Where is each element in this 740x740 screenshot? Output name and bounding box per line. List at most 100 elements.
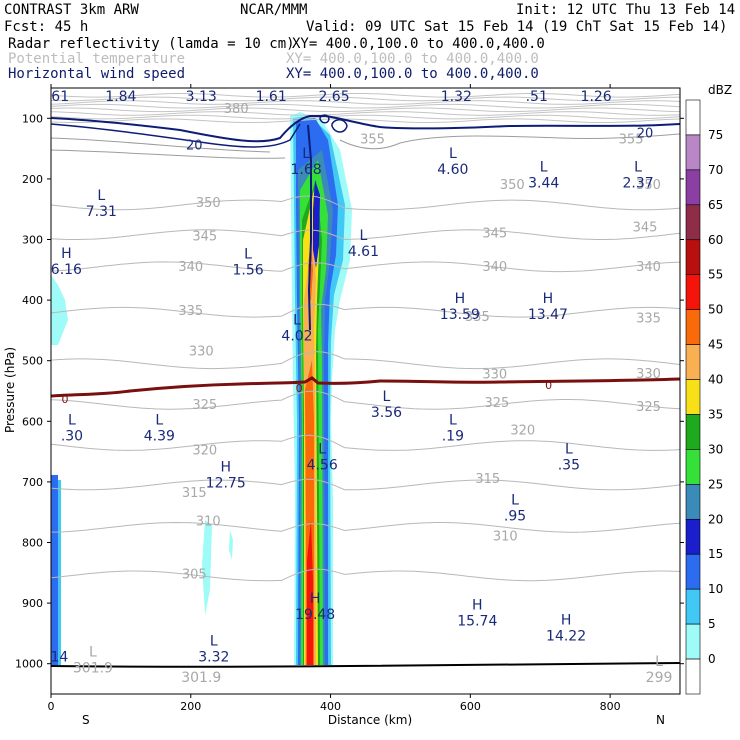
theta-contour-label: 320 — [510, 423, 535, 438]
wind-extremum-mark: L — [540, 160, 548, 176]
colorbar-level-label: 5 — [708, 617, 716, 631]
wind-contour-label: 0 — [545, 379, 552, 392]
theta-contour-label: 310 — [196, 514, 221, 529]
plot-area: 380 355 355 350 350 350 345 345 345 340 340 340 335 3… — [51, 73, 680, 686]
left-edge-echo-cyan — [51, 275, 68, 345]
wind-extremum-mark: L — [511, 492, 519, 508]
y-tick-label: 100 — [22, 112, 43, 125]
wind-extremum-mark: L — [97, 188, 105, 204]
wind-contour-label: 0 — [61, 393, 68, 406]
wind-extremum-value: 14.22 — [546, 628, 586, 644]
field-2-xy: XY= 400.0,100.0 to 400.0,400.0 — [286, 51, 539, 67]
field-1-name: Radar reflectivity (lamda = 10 cm) — [8, 36, 295, 52]
wind-extremum-mark: H — [61, 246, 72, 262]
colorbar-swatch — [685, 239, 701, 276]
potential-temperature-contours — [51, 93, 680, 582]
theta-contour-line — [51, 303, 680, 318]
wind-extremum-value: 1.61 — [256, 89, 287, 105]
theta-contour-label: 305 — [182, 568, 207, 583]
theta-contour-label: 335 — [465, 310, 490, 325]
colorbar-swatch — [685, 623, 701, 660]
theta-contour-line — [51, 195, 680, 211]
theta-contour-line-upper — [51, 118, 680, 123]
wind-extremum-value: 7.31 — [86, 204, 117, 220]
wind-extremum-mark: H — [220, 460, 231, 476]
theta-contour-label: 335 — [636, 311, 661, 326]
wind-extremum-value: 15.74 — [457, 613, 497, 629]
theta-contour-label: 325 — [192, 398, 217, 413]
wind-extremum-mark: L — [210, 634, 218, 650]
theta-contour-label: 310 — [493, 529, 518, 544]
wind-extremum-value: 1.68 — [291, 162, 322, 178]
colorbar-swatch — [685, 658, 701, 695]
colorbar-swatch — [685, 204, 701, 241]
theta-contour-label: 320 — [192, 443, 217, 458]
wind-extremum-value: 13.59 — [440, 307, 480, 323]
theta-contour-label: 350 — [500, 178, 525, 193]
wind-extremum-value: 1.32 — [441, 89, 472, 105]
theta-contour-labels: 380 355 355 350 350 350 345 345 345 340 340 340 335 3… — [73, 102, 673, 686]
theta-contour-line-upper — [51, 103, 680, 109]
wind-extremum-mark: L — [449, 412, 457, 428]
wind-extremum-mark: L — [533, 73, 541, 89]
wind-extremum-value: 1.56 — [233, 262, 264, 278]
colorbar-level-label: 40 — [708, 373, 723, 387]
wind-extremum-value: .19 — [442, 428, 464, 444]
theta-contour-line — [51, 478, 680, 491]
theta-contour-label: 355 — [360, 133, 385, 148]
wind-extremum-value: 2.37 — [622, 176, 653, 192]
y-tick-label: 600 — [22, 415, 43, 428]
wind-extremum-value: .95 — [504, 508, 526, 524]
theta-contour-label: 340 — [178, 260, 203, 275]
theta-extremum-value: 301.9 — [73, 661, 113, 677]
x-axis-south-label: S — [82, 713, 90, 727]
theta-contour-line — [51, 351, 680, 370]
colorbar-level-label: 25 — [708, 477, 723, 491]
wind-20-contour-lower — [51, 123, 301, 148]
column-core-navy — [313, 180, 320, 268]
wind-extremum-mark: L — [197, 73, 205, 89]
theta-contour-label: 315 — [475, 472, 500, 487]
wind-extremum-mark: L — [449, 146, 457, 162]
wind-extremum-mark: L — [54, 73, 62, 89]
wind-contour-gray-2 — [51, 149, 286, 159]
colorbar-swatch — [685, 309, 701, 345]
theta-contour-label: 330 — [482, 368, 507, 383]
theta-contour-line — [51, 390, 680, 410]
plot-frame — [50, 87, 681, 695]
theta-contour-label: 350 — [636, 178, 661, 193]
theta-contour-label: 330 — [636, 367, 661, 382]
colorbar-swatch — [685, 553, 701, 590]
small-echo-1 — [202, 520, 212, 615]
theta-contour-line-upper — [51, 111, 680, 116]
theta-contour-label: 355 — [619, 133, 644, 148]
x-tick-label: 600 — [460, 700, 481, 713]
y-tick-label: 400 — [22, 294, 43, 307]
wind-extremum-mark: L — [565, 442, 573, 458]
wind-extremum-mark: L — [634, 160, 642, 176]
x-tick-label: 800 — [600, 700, 621, 713]
valid-time: Valid: 09 UTC Sat 15 Feb 14 (19 ChT Sat … — [306, 19, 727, 35]
wind-extremum-mark: H — [543, 291, 554, 307]
wind-contour-label: 20 — [186, 139, 203, 154]
wind-extremum-mark: L — [452, 73, 460, 89]
institution: NCAR/MMM — [240, 2, 307, 18]
theta-contour-line-upper — [51, 96, 680, 102]
reflectivity-shading — [51, 112, 352, 665]
theta-contour-line-upper — [51, 114, 680, 120]
colorbar-level-label: 55 — [708, 268, 723, 282]
x-axis-north-label: N — [656, 713, 665, 727]
colorbar-swatch — [685, 518, 701, 555]
wind-extremum-mark: L — [155, 412, 163, 428]
wind-column-contour — [307, 124, 312, 331]
wind-contour-label: 0 — [296, 382, 303, 395]
theta-contour-line — [51, 521, 680, 533]
wind-speed-contours — [51, 114, 680, 668]
field-2-name: Potential temperature — [8, 51, 185, 67]
field-3-xy: XY= 400.0,100.0 to 400.0,400.0 — [286, 66, 539, 82]
theta-extremum-value: 299 — [646, 670, 673, 686]
wind-extremum-mark: L — [68, 412, 76, 428]
theta-extremum-mark: L — [89, 645, 97, 661]
wind-contour-label: 20 — [637, 126, 654, 141]
